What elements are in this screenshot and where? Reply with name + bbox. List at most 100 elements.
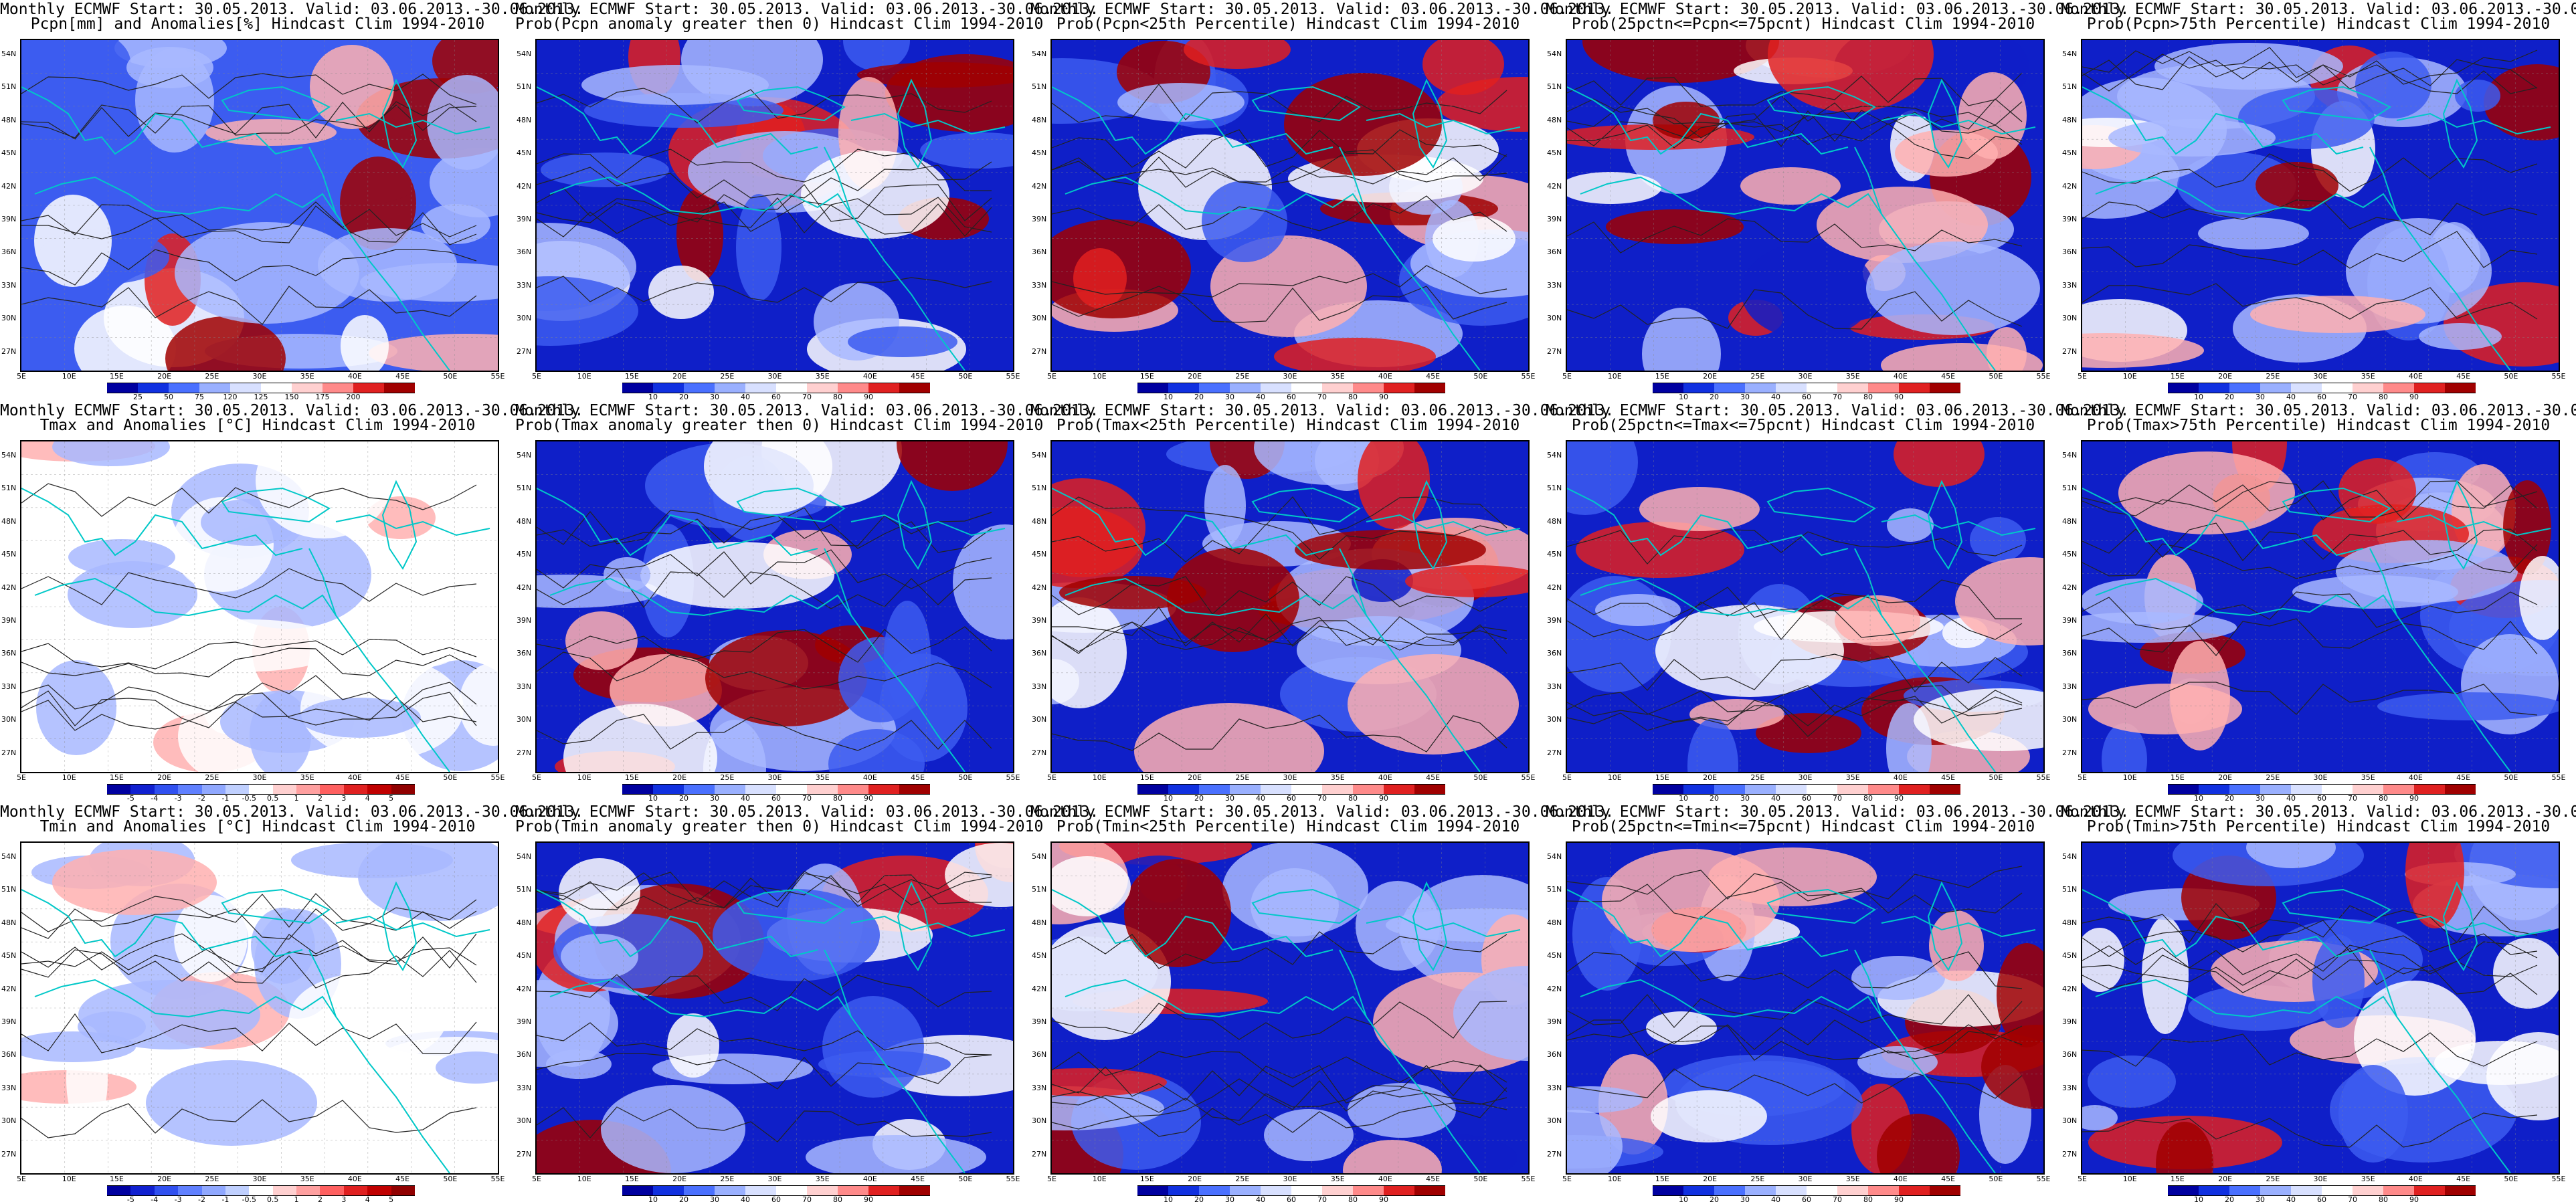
lat-tick-label: 45N [2062, 951, 2078, 961]
lon-tick-label: 35E [2361, 773, 2375, 782]
contour-line [537, 871, 992, 910]
colorbar-segment [622, 784, 653, 795]
lon-tick-label: 10E [577, 773, 591, 782]
field-blob [1284, 73, 1442, 176]
lat-tick-label: 42N [1547, 984, 1562, 993]
colorbar-label: 30 [2256, 794, 2265, 803]
colorbar-segment [201, 784, 225, 795]
lon-tick-label: 15E [1655, 372, 1669, 381]
coastline [2396, 514, 2551, 536]
coastline [897, 881, 933, 971]
lon-tick-label: 40E [347, 372, 362, 381]
lon-tick-label: 5E [17, 1175, 26, 1183]
panel-title: Monthly ECMWF Start: 30.05.2013. Valid: … [1546, 1, 2130, 18]
lat-tick-label: 51N [2062, 885, 2078, 894]
contour-line [537, 201, 992, 237]
field-blob [2312, 934, 2365, 1028]
colorbar-label: 40 [741, 393, 750, 401]
field-blob [369, 334, 498, 371]
lon-tick-label: 30E [1283, 773, 1297, 782]
panel-subtitle: Prob(25pctn<=Pcpn<=75pcnt) Hindcast Clim… [1571, 15, 2035, 33]
field-blob [310, 45, 394, 129]
colorbar-segment [201, 1185, 225, 1196]
lon-tick-label: 5E [1047, 372, 1056, 381]
lon-tick-label: 50E [958, 372, 973, 381]
coastline [1339, 146, 1481, 371]
colorbar-segment [1261, 383, 1291, 393]
coastline [308, 548, 450, 772]
coastline [2095, 577, 2397, 617]
contour-line [21, 104, 477, 138]
field-blob [34, 195, 112, 287]
colorbar-segment [1899, 784, 1930, 795]
colorbar [622, 383, 930, 393]
lat-tick-label: 54N [1032, 852, 1047, 861]
field-blob [1358, 441, 1430, 529]
lat-tick-label: 27N [2062, 1149, 2078, 1159]
field-blob [1134, 703, 1324, 772]
lon-tick-label: 20E [2218, 773, 2233, 782]
lon-tick-label: 25E [720, 773, 735, 782]
contour-line [2082, 54, 2538, 92]
colorbar-label: 70 [1833, 1195, 1842, 1204]
lon-tick-label: 35E [1330, 1175, 1345, 1183]
lon-tick-label: 55E [490, 372, 505, 381]
lat-tick-label: 30N [1547, 1116, 1562, 1126]
lon-tick-label: 5E [17, 372, 26, 381]
colorbar-label: 30 [1740, 794, 1750, 803]
coastline [1567, 889, 1849, 958]
forecast-panel: Monthly ECMWF Start: 30.05.2013. Valid: … [0, 401, 583, 803]
lon-tick-label: 35E [1845, 773, 1860, 782]
lon-tick-label: 5E [2078, 372, 2087, 381]
colorbar-label: -0.5 [242, 1195, 257, 1204]
colorbar-segment [2199, 784, 2229, 795]
lon-tick-label: 15E [109, 372, 124, 381]
colorbar-segment [1745, 1185, 1776, 1196]
colorbar-label: 1 [294, 794, 299, 803]
colorbar-label: 175 [315, 393, 330, 401]
colorbar-label: 200 [346, 393, 361, 401]
coastline [2369, 548, 2511, 772]
colorbar-label: 30 [1740, 1195, 1750, 1204]
colorbar-label: 20 [2225, 393, 2234, 401]
colorbar-segment [1837, 784, 1868, 795]
colorbar-segment [1353, 1185, 1384, 1196]
colorbar-label: 70 [1317, 393, 1327, 401]
lon-tick-label: 20E [2218, 372, 2233, 381]
field-blob [165, 316, 286, 371]
lon-tick-label: 35E [300, 773, 314, 782]
lat-tick-label: 45N [1032, 951, 1047, 961]
colorbar-label: 30 [1225, 1195, 1234, 1204]
colorbar-segment [2353, 784, 2383, 795]
colorbar-segment [2414, 784, 2445, 795]
colorbar-segment [868, 1185, 899, 1196]
lat-tick-label: 36N [517, 1050, 532, 1060]
colorbar-label: 5 [389, 1195, 394, 1204]
lon-tick-label: 20E [672, 1175, 687, 1183]
coastline [2095, 979, 2397, 1018]
forecast-panel: Monthly ECMWF Start: 30.05.2013. Valid: … [2061, 0, 2576, 401]
lon-tick-label: 25E [720, 372, 735, 381]
lat-tick-label: 30N [2062, 314, 2078, 323]
colorbar-label: -1 [221, 794, 229, 803]
lon-tick-label: 10E [1092, 1175, 1107, 1183]
colorbar-segment [1261, 784, 1291, 795]
colorbar-label: 10 [1164, 794, 1173, 803]
map-plot [1566, 39, 2045, 372]
colorbar [622, 1185, 930, 1196]
field-blob [2198, 217, 2309, 249]
colorbar-segment [1653, 383, 1683, 393]
lat-tick-label: 33N [1547, 1083, 1562, 1092]
field-blob [1567, 1110, 1623, 1173]
colorbar-label: 20 [1194, 794, 1204, 803]
lon-tick-label: 55E [2551, 372, 2566, 381]
colorbar-label: 80 [2379, 1195, 2388, 1204]
colorbar-label: 80 [833, 393, 842, 401]
colorbar-segment [1899, 383, 1930, 393]
lon-tick-label: 5E [1047, 773, 1056, 782]
lat-tick-label: 27N [517, 748, 532, 757]
colorbar-segment [2322, 784, 2353, 795]
lon-tick-label: 5E [1562, 773, 1572, 782]
contour-line [537, 1106, 992, 1142]
coastline [2282, 487, 2391, 523]
